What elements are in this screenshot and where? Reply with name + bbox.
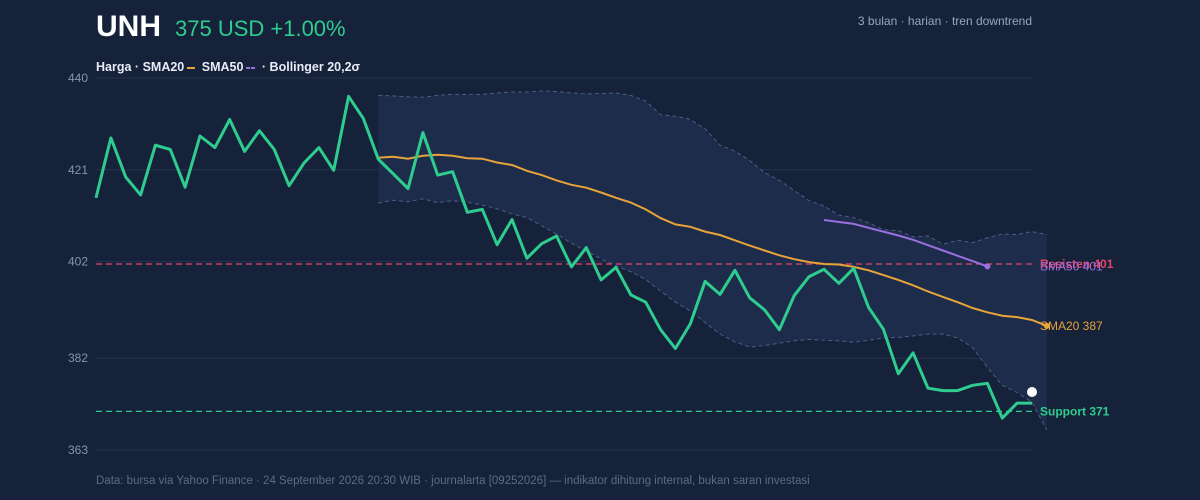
legend-sma20-swatch [187, 66, 196, 69]
sma50-line [823, 219, 988, 268]
sma20-end-label: SMA20 387 [1040, 319, 1103, 333]
sma50-end-label: SMA50 401 [1040, 259, 1103, 273]
y-tick-label: 382 [68, 351, 88, 365]
bollinger-lower-line [378, 198, 1048, 431]
y-tick-label: 363 [68, 443, 88, 457]
sma20-end-marker [1043, 322, 1050, 329]
legend-separator: · [134, 60, 140, 74]
period-label: 3 bulan · harian · tren downtrend [857, 14, 1032, 28]
chart-legend: Harga · SMA20 SMA50 · Bollinger 20,2σ [96, 60, 360, 74]
support-label: Support 371 [1040, 404, 1110, 418]
legend-sma50-swatch [246, 66, 251, 69]
y-tick-label: 440 [68, 71, 88, 85]
sma50-end-marker [984, 263, 991, 270]
y-tick-label: 421 [68, 163, 88, 177]
legend-sma50: SMA50 [201, 60, 244, 74]
legend-sma20: SMA20 [142, 60, 185, 74]
y-tick-label: 402 [68, 255, 88, 269]
bollinger-band-fill [378, 91, 1047, 431]
data-source-footer: Data: bursa via Yahoo Finance · 24 Septe… [96, 475, 810, 487]
sma20-line [378, 153, 1048, 327]
chart-header: UNH 375 USD +1.00% [96, 10, 346, 44]
last-price-marker [1027, 387, 1037, 398]
resistance-label: Resisten 401 [1040, 257, 1114, 271]
legend-bollinger: · Bollinger 20,2σ [261, 60, 361, 74]
legend-price: Harga [96, 60, 132, 74]
legend-sma50-swatch-2 [251, 66, 256, 69]
price-change: 375 USD +1.00% [175, 16, 346, 41]
price-line [94, 94, 1032, 420]
ticker-symbol: UNH [96, 10, 161, 43]
